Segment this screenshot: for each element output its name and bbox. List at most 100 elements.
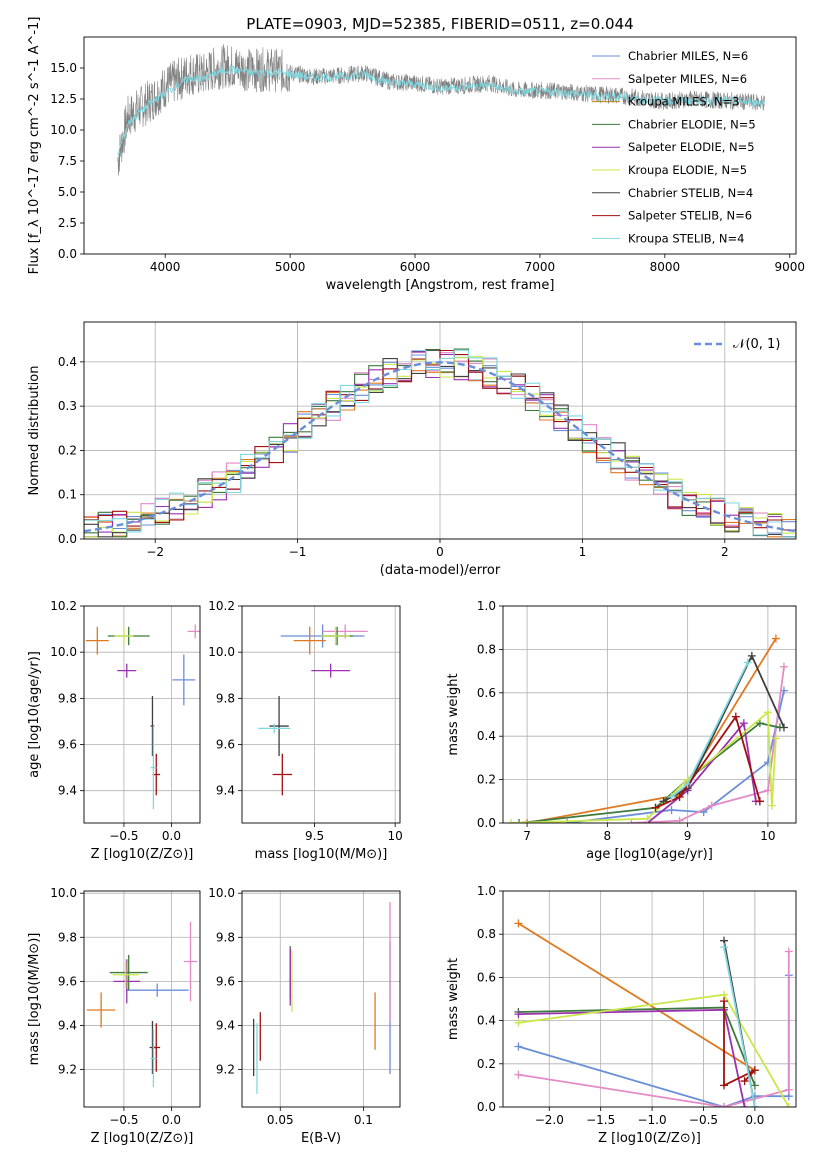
weight-marker [743,658,752,667]
massweight_vs_Z-lines [514,919,793,1107]
weight-line-s6 [510,710,777,823]
weight-marker [747,651,756,660]
massweight_vs_age-axes: 7 8 9 10 0.0 0.2 0.4 0.6 0.8 1.0 age [log10(age/yr… [446,599,796,862]
weight-marker [784,947,793,956]
y-tick-label: 9.4 [216,1018,235,1032]
y-axis-label: age [log10(age/yr)] [27,651,42,778]
x-tick-label: 9000 [774,260,805,274]
spectrum-legend: Chabrier MILES, N=6 Salpeter MILES, N=6 Kr… [592,49,756,245]
y-tick-label: 9.8 [58,691,77,705]
weight-marker [514,1042,523,1051]
y-tick-label: 0.4 [477,1014,496,1028]
y-axis-label: mass weight [446,958,461,1040]
y-tick-label: 0.2 [58,443,77,457]
y-tick-label: 10.0 [208,886,235,900]
weight-line-s9 [671,662,749,798]
weight-marker [750,1066,759,1075]
y-axis-label: mass [log10(M/M⊙)] [27,933,42,1066]
weight-marker [739,719,748,728]
massweight_vs_age-frame [502,605,797,824]
spectrum-axes: 4000 5000 6000 7000 8000 9000 0.0 2.5 5.0 7.5 10.0… [27,17,805,293]
x-tick-label: −2 [146,545,164,559]
weight-marker [514,1070,523,1079]
residuals-frame [83,321,797,540]
x-tick-label: 10 [388,829,403,843]
y-tick-label: 10.2 [50,599,77,613]
x-tick-label: 6000 [400,260,431,274]
weight-marker [675,792,684,801]
legend-label: 𝒩(0, 1) [733,337,780,352]
x-tick-label: 0.05 [267,1113,294,1127]
weight-marker [720,1081,729,1090]
y-tick-label: 10.2 [208,599,235,613]
legend-label: Kroupa MILES, N=3 [628,95,740,109]
legend-label: Salpeter ELODIE, N=5 [628,140,755,154]
y-tick-label: 9.6 [216,738,235,752]
weight-line-s4 [518,1006,756,1086]
weight-marker [720,943,729,952]
age_vs_mass-axes: 9.5 10 9.4 9.6 9.8 10.0 10.2 mass [log10(M/M⊙)] [208,599,403,862]
weight-marker [514,919,523,928]
spectrum-lines [117,44,765,176]
x-axis-label: age [log10(age/yr)] [586,847,713,862]
massweight_vs_Z-frame [502,890,797,1108]
weight-marker [523,819,532,823]
weight-marker [755,719,764,728]
x-tick-label: −2.0 [535,1113,564,1127]
legend-label: Salpeter STELIB, N=6 [628,209,752,223]
weight-marker [514,1010,523,1019]
mass_vs_EBV-frame [241,890,401,1108]
legend-label: Kroupa ELODIE, N=5 [628,163,747,177]
weight-line-s3 [517,922,756,1072]
age_vs_mass-frame [241,605,401,824]
normal-curve [84,361,796,533]
weight-marker [740,1103,749,1107]
y-tick-label: 9.8 [216,930,235,944]
histograms [84,348,796,538]
weight-marker [731,712,740,721]
mass_vs_Z-axes: −0.5 0.0 9.2 9.4 9.6 9.8 10.0 Z [log10(Z/Z⊙)] ma… [27,886,200,1146]
y-axis-label: Normed distribution [27,366,42,496]
y-tick-label: 9.8 [216,691,235,705]
weight-marker [779,662,788,671]
x-tick-label: 1 [579,545,587,559]
x-tick-label: −1 [289,545,307,559]
age_vs_mass-points [258,624,368,796]
mass_vs_EBV-axes: 0.05 0.1 9.2 9.4 9.6 9.8 10.0 E(B-V) [208,886,400,1146]
y-tick-label: 10.0 [50,645,77,659]
weight-marker [771,734,780,743]
x-tick-label: −0.5 [689,1113,718,1127]
y-tick-label: 10.0 [208,645,235,659]
age_vs_Z-frame [83,605,201,824]
x-tick-label: 0.0 [745,1113,764,1127]
y-tick-label: 9.6 [216,974,235,988]
y-tick-label: 0.0 [58,532,77,546]
y-tick-label: 9.2 [58,1063,77,1077]
y-tick-label: 9.6 [58,738,77,752]
y-tick-label: 0.2 [477,773,496,787]
x-axis-label: Z [log10(Z/Z⊙)] [91,1131,194,1146]
weight-marker [675,816,684,823]
y-tick-label: 0.4 [477,729,496,743]
series-line-model [117,65,765,157]
weight-marker [651,803,660,812]
weight-line-s1 [518,975,790,1107]
y-tick-label: 0.0 [477,816,496,830]
weight-marker [627,819,636,823]
x-tick-label: −0.5 [109,829,138,843]
y-axis-label: Flux [f_λ 10^-17 erg cm^-2 s^-1 A^-1] [27,17,42,275]
y-tick-label: 0.2 [477,1057,496,1071]
x-tick-label: 0.0 [162,829,181,843]
massweight_vs_age-lines [507,634,788,823]
mass_vs_Z-points [86,921,198,1088]
age_vs_Z-axes: −0.5 0.0 9.4 9.6 9.8 10.0 10.2 Z [log10(Z/Z⊙)] a… [27,599,200,862]
x-axis-label: Z [log10(Z/Z⊙)] [91,847,194,862]
weight-marker [763,708,772,717]
x-tick-label: 7 [523,829,531,843]
weight-line-s9 [723,947,756,1107]
chart-title: PLATE=0903, MJD=52385, FIBERID=0511, z=0… [246,15,633,33]
weight-line-s8 [723,1001,756,1087]
y-tick-label: 5.0 [58,185,77,199]
x-tick-label: 10 [760,829,775,843]
